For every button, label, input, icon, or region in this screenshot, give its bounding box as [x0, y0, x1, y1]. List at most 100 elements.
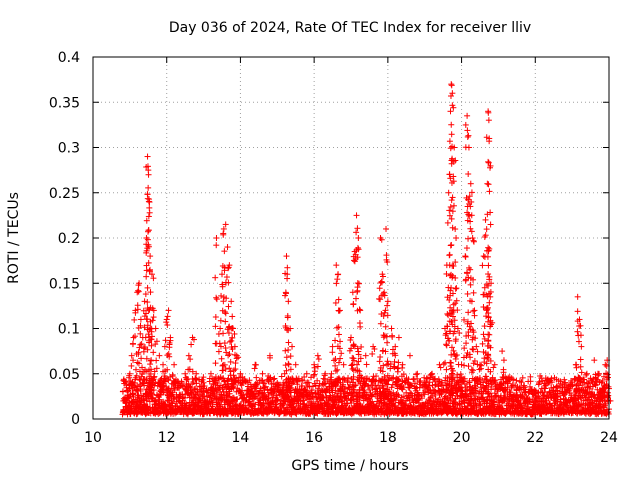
data-point	[480, 253, 487, 260]
spike-point	[376, 295, 383, 302]
spike-point	[378, 279, 385, 286]
spike-point	[215, 331, 222, 338]
spike-point	[282, 347, 289, 354]
x-tick-label: 18	[379, 430, 397, 446]
data-point	[167, 334, 174, 341]
spike-point	[363, 361, 370, 368]
spike-point	[448, 344, 455, 351]
data-point	[471, 307, 478, 314]
spike-point	[574, 328, 581, 335]
data-point	[353, 212, 360, 219]
baseline-point	[150, 387, 157, 394]
spike-point	[485, 181, 492, 188]
y-tick-label: 0	[71, 412, 80, 428]
spike-point	[222, 318, 229, 325]
spike-point	[464, 133, 471, 140]
spike-point	[145, 184, 152, 191]
baseline-point	[216, 400, 223, 407]
spike-point	[354, 361, 361, 368]
spike-point	[332, 368, 339, 375]
baseline-point	[246, 398, 253, 405]
spike-point	[449, 194, 456, 201]
spike-point	[285, 339, 292, 346]
spike-point	[218, 355, 225, 362]
spike-point	[338, 350, 345, 357]
spike-point	[284, 264, 291, 271]
data-point	[152, 325, 159, 332]
spike-point	[131, 316, 138, 323]
spike-point	[486, 188, 493, 195]
spike-point	[282, 362, 289, 369]
baseline-point	[199, 376, 206, 383]
spike-point	[251, 365, 258, 372]
spike-point	[144, 284, 151, 291]
spike-point	[221, 340, 228, 347]
spike-point	[467, 225, 474, 232]
x-tick-label: 16	[305, 430, 323, 446]
chart-title: Day 036 of 2024, Rate Of TEC Index for r…	[169, 20, 531, 36]
spike-point	[287, 353, 294, 360]
data-point	[355, 235, 362, 241]
spike-point	[153, 357, 160, 364]
data-point	[462, 253, 469, 260]
data-point	[137, 316, 144, 323]
x-tick-label: 24	[600, 430, 618, 446]
spike-point	[222, 345, 229, 352]
spike-point	[450, 202, 457, 209]
spike-point	[464, 127, 471, 134]
spike-point	[187, 356, 194, 363]
data-point	[574, 293, 581, 300]
data-point	[141, 298, 148, 305]
spike-point	[329, 349, 336, 356]
spike-point	[135, 288, 142, 295]
spike-point	[229, 313, 236, 320]
spike-point	[446, 207, 453, 214]
spike-point	[479, 262, 486, 269]
baseline-point	[308, 374, 315, 381]
spike-point	[464, 290, 471, 297]
y-tick-label: 0.35	[49, 95, 80, 111]
spike-point	[462, 277, 469, 284]
spike-point	[284, 312, 291, 319]
spike-point	[577, 356, 584, 363]
data-point	[591, 357, 598, 364]
data-point	[467, 180, 474, 187]
data-point	[285, 298, 292, 305]
spike-point	[447, 242, 454, 249]
data-point	[491, 361, 498, 368]
spike-point	[188, 341, 195, 348]
spike-point	[382, 323, 389, 330]
baseline-point	[516, 378, 523, 385]
baseline-point	[209, 399, 216, 406]
spike-point	[350, 300, 357, 307]
spike-point	[448, 284, 455, 291]
data-point	[388, 325, 395, 332]
spike-point	[481, 323, 488, 330]
spike-point	[335, 331, 342, 338]
baseline-point	[200, 374, 207, 381]
data-point	[171, 361, 178, 368]
spike-point	[164, 322, 171, 329]
baseline-point	[137, 377, 144, 384]
data-point	[329, 343, 336, 350]
spike-point	[334, 276, 341, 283]
baseline-point	[194, 386, 201, 393]
spike-point	[383, 361, 390, 368]
baseline-point	[201, 410, 208, 417]
data-point	[147, 253, 154, 260]
spike-point	[376, 358, 383, 365]
data-point	[362, 352, 369, 359]
baseline-point	[519, 374, 526, 381]
spike-point	[468, 228, 475, 235]
spike-point	[356, 320, 363, 327]
baseline-point	[220, 388, 227, 395]
spike-point	[448, 197, 455, 204]
spike-point	[465, 235, 472, 242]
data-point	[445, 189, 452, 196]
baseline-point	[232, 401, 239, 408]
data-point	[207, 370, 214, 377]
x-tick-label: 20	[453, 430, 471, 446]
spike-point	[150, 314, 157, 321]
data-point	[395, 334, 402, 341]
spike-point	[134, 302, 141, 309]
